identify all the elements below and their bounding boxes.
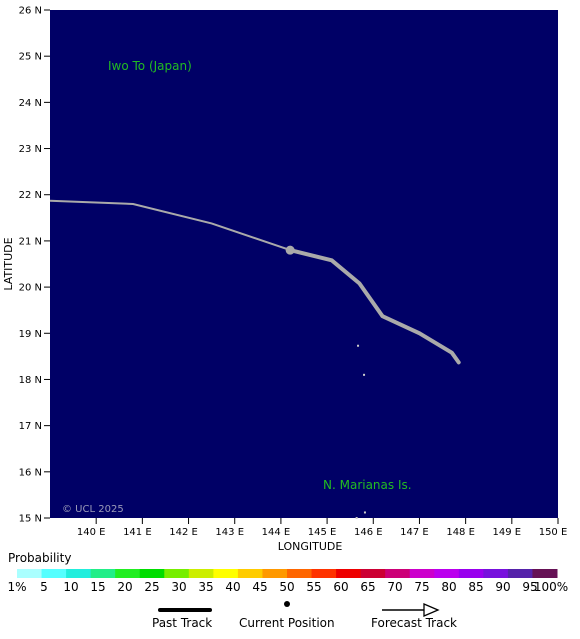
legend-swatch: [115, 569, 141, 578]
legend-swatch: [41, 569, 67, 578]
forecast-track-symbol: [382, 603, 440, 617]
x-axis-title: LONGITUDE: [278, 540, 343, 553]
lat-tick-label: 20 N: [19, 283, 42, 294]
legend-label: 55: [306, 580, 321, 594]
legend-title: Probability: [8, 551, 72, 565]
legend-swatch: [336, 569, 362, 578]
legend-swatch: [483, 569, 509, 578]
legend-label: 75: [414, 580, 429, 594]
longitude-axis: 140 E 141 E 142 E 143 E 144 E 145 E 146 E 147 E…: [77, 518, 567, 538]
legend-label: 10: [63, 580, 78, 594]
lat-tick-label: 26 N: [19, 6, 42, 17]
legend-swatch: [90, 569, 116, 578]
island: [363, 373, 366, 376]
lat-tick-label: 19 N: [19, 329, 42, 340]
lat-tick-label: 23 N: [19, 144, 42, 155]
past-track-label: Past Track: [152, 616, 213, 630]
lat-tick-label: 16 N: [19, 467, 42, 478]
legend-swatch: [458, 569, 484, 578]
lat-tick-label: 25 N: [19, 52, 42, 63]
track-key-symbols: [158, 601, 440, 617]
legend-swatch: [262, 569, 288, 578]
ocean-background: [50, 10, 558, 518]
legend-swatch: [213, 569, 239, 578]
legend-swatch: [507, 569, 533, 578]
legend-swatch: [287, 569, 313, 578]
legend-label: 90: [495, 580, 510, 594]
lon-tick-label: 147 E: [400, 527, 429, 538]
legend-label: 5: [40, 580, 48, 594]
legend-label: 70: [387, 580, 402, 594]
island: [363, 511, 366, 514]
legend-label: 30: [171, 580, 186, 594]
lon-tick-label: 142 E: [169, 527, 198, 538]
legend-swatch: [385, 569, 411, 578]
current-position-label: Current Position: [239, 616, 335, 630]
legend-label: 65: [360, 580, 375, 594]
forecast-track-label: Forecast Track: [371, 616, 457, 630]
lat-tick-label: 17 N: [19, 421, 42, 432]
lat-tick-label: 15 N: [19, 514, 42, 525]
legend-label: 15: [90, 580, 105, 594]
legend-swatch: [311, 569, 337, 578]
lon-tick-label: 144 E: [262, 527, 291, 538]
lat-tick-label: 24 N: [19, 98, 42, 109]
lon-tick-label: 143 E: [215, 527, 244, 538]
lon-tick-label: 145 E: [308, 527, 337, 538]
legend-label: 85: [468, 580, 483, 594]
current-position-marker: [285, 245, 295, 255]
lat-tick-label: 21 N: [19, 236, 42, 247]
legend-label: 100%: [534, 580, 568, 594]
legend-label: 45: [252, 580, 267, 594]
latitude-axis: 26 N 25 N 24 N 23 N 22 N 21 N 20 N 19 N 18 N 17 N…: [19, 6, 50, 525]
legend-label: 60: [333, 580, 348, 594]
legend-swatch: [17, 569, 43, 578]
legend-swatch: [360, 569, 386, 578]
legend-label: 50: [279, 580, 294, 594]
legend-swatch: [188, 569, 214, 578]
island: [357, 344, 360, 347]
lon-tick-label: 148 E: [446, 527, 475, 538]
legend-labels: 1% 5 10 15 20 25 30 35 40 45 50 55 60 65 70 75 80 85 90 951…: [7, 580, 568, 594]
islands-layer: [355, 344, 366, 519]
copyright-notice: © UCL 2025: [62, 504, 124, 515]
lat-tick-label: 18 N: [19, 375, 42, 386]
lon-tick-label: 146 E: [354, 527, 383, 538]
lon-tick-label: 140 E: [77, 527, 106, 538]
legend-swatch: [164, 569, 190, 578]
legend-label: 1%: [7, 580, 26, 594]
place-label-marianas: N. Marianas Is.: [323, 478, 412, 492]
legend-label: 25: [144, 580, 159, 594]
island: [355, 517, 358, 519]
lon-tick-label: 149 E: [493, 527, 522, 538]
current-position-symbol: [284, 601, 290, 607]
y-axis-title: LATITUDE: [2, 237, 15, 290]
forecast-track-line: [288, 248, 461, 365]
legend-swatch: [409, 569, 435, 578]
lat-tick-label: 22 N: [19, 190, 42, 201]
legend-swatch: [66, 569, 92, 578]
legend-label: 20: [117, 580, 132, 594]
legend-label: 95: [522, 580, 537, 594]
legend-color-scale: [17, 569, 558, 578]
legend-swatch: [434, 569, 460, 578]
lon-tick-label: 150 E: [539, 527, 568, 538]
legend-swatch: [139, 569, 165, 578]
legend-label: 80: [441, 580, 456, 594]
legend-label: 35: [198, 580, 213, 594]
past-track-line: [49, 199, 291, 252]
probability-legend: 1% 5 10 15 20 25 30 35 40 45 50 55 60 65 70 75 80 85 90 951…: [7, 569, 568, 594]
lon-tick-label: 141 E: [123, 527, 152, 538]
legend-label: 40: [225, 580, 240, 594]
legend-swatch: [237, 569, 263, 578]
legend-swatch: [532, 569, 558, 578]
place-label-iwo-to: Iwo To (Japan): [108, 59, 192, 73]
tropical-cyclone-track-map: 26 N 25 N 24 N 23 N 22 N 21 N 20 N 19 N 18 N 17 N…: [2, 6, 567, 554]
